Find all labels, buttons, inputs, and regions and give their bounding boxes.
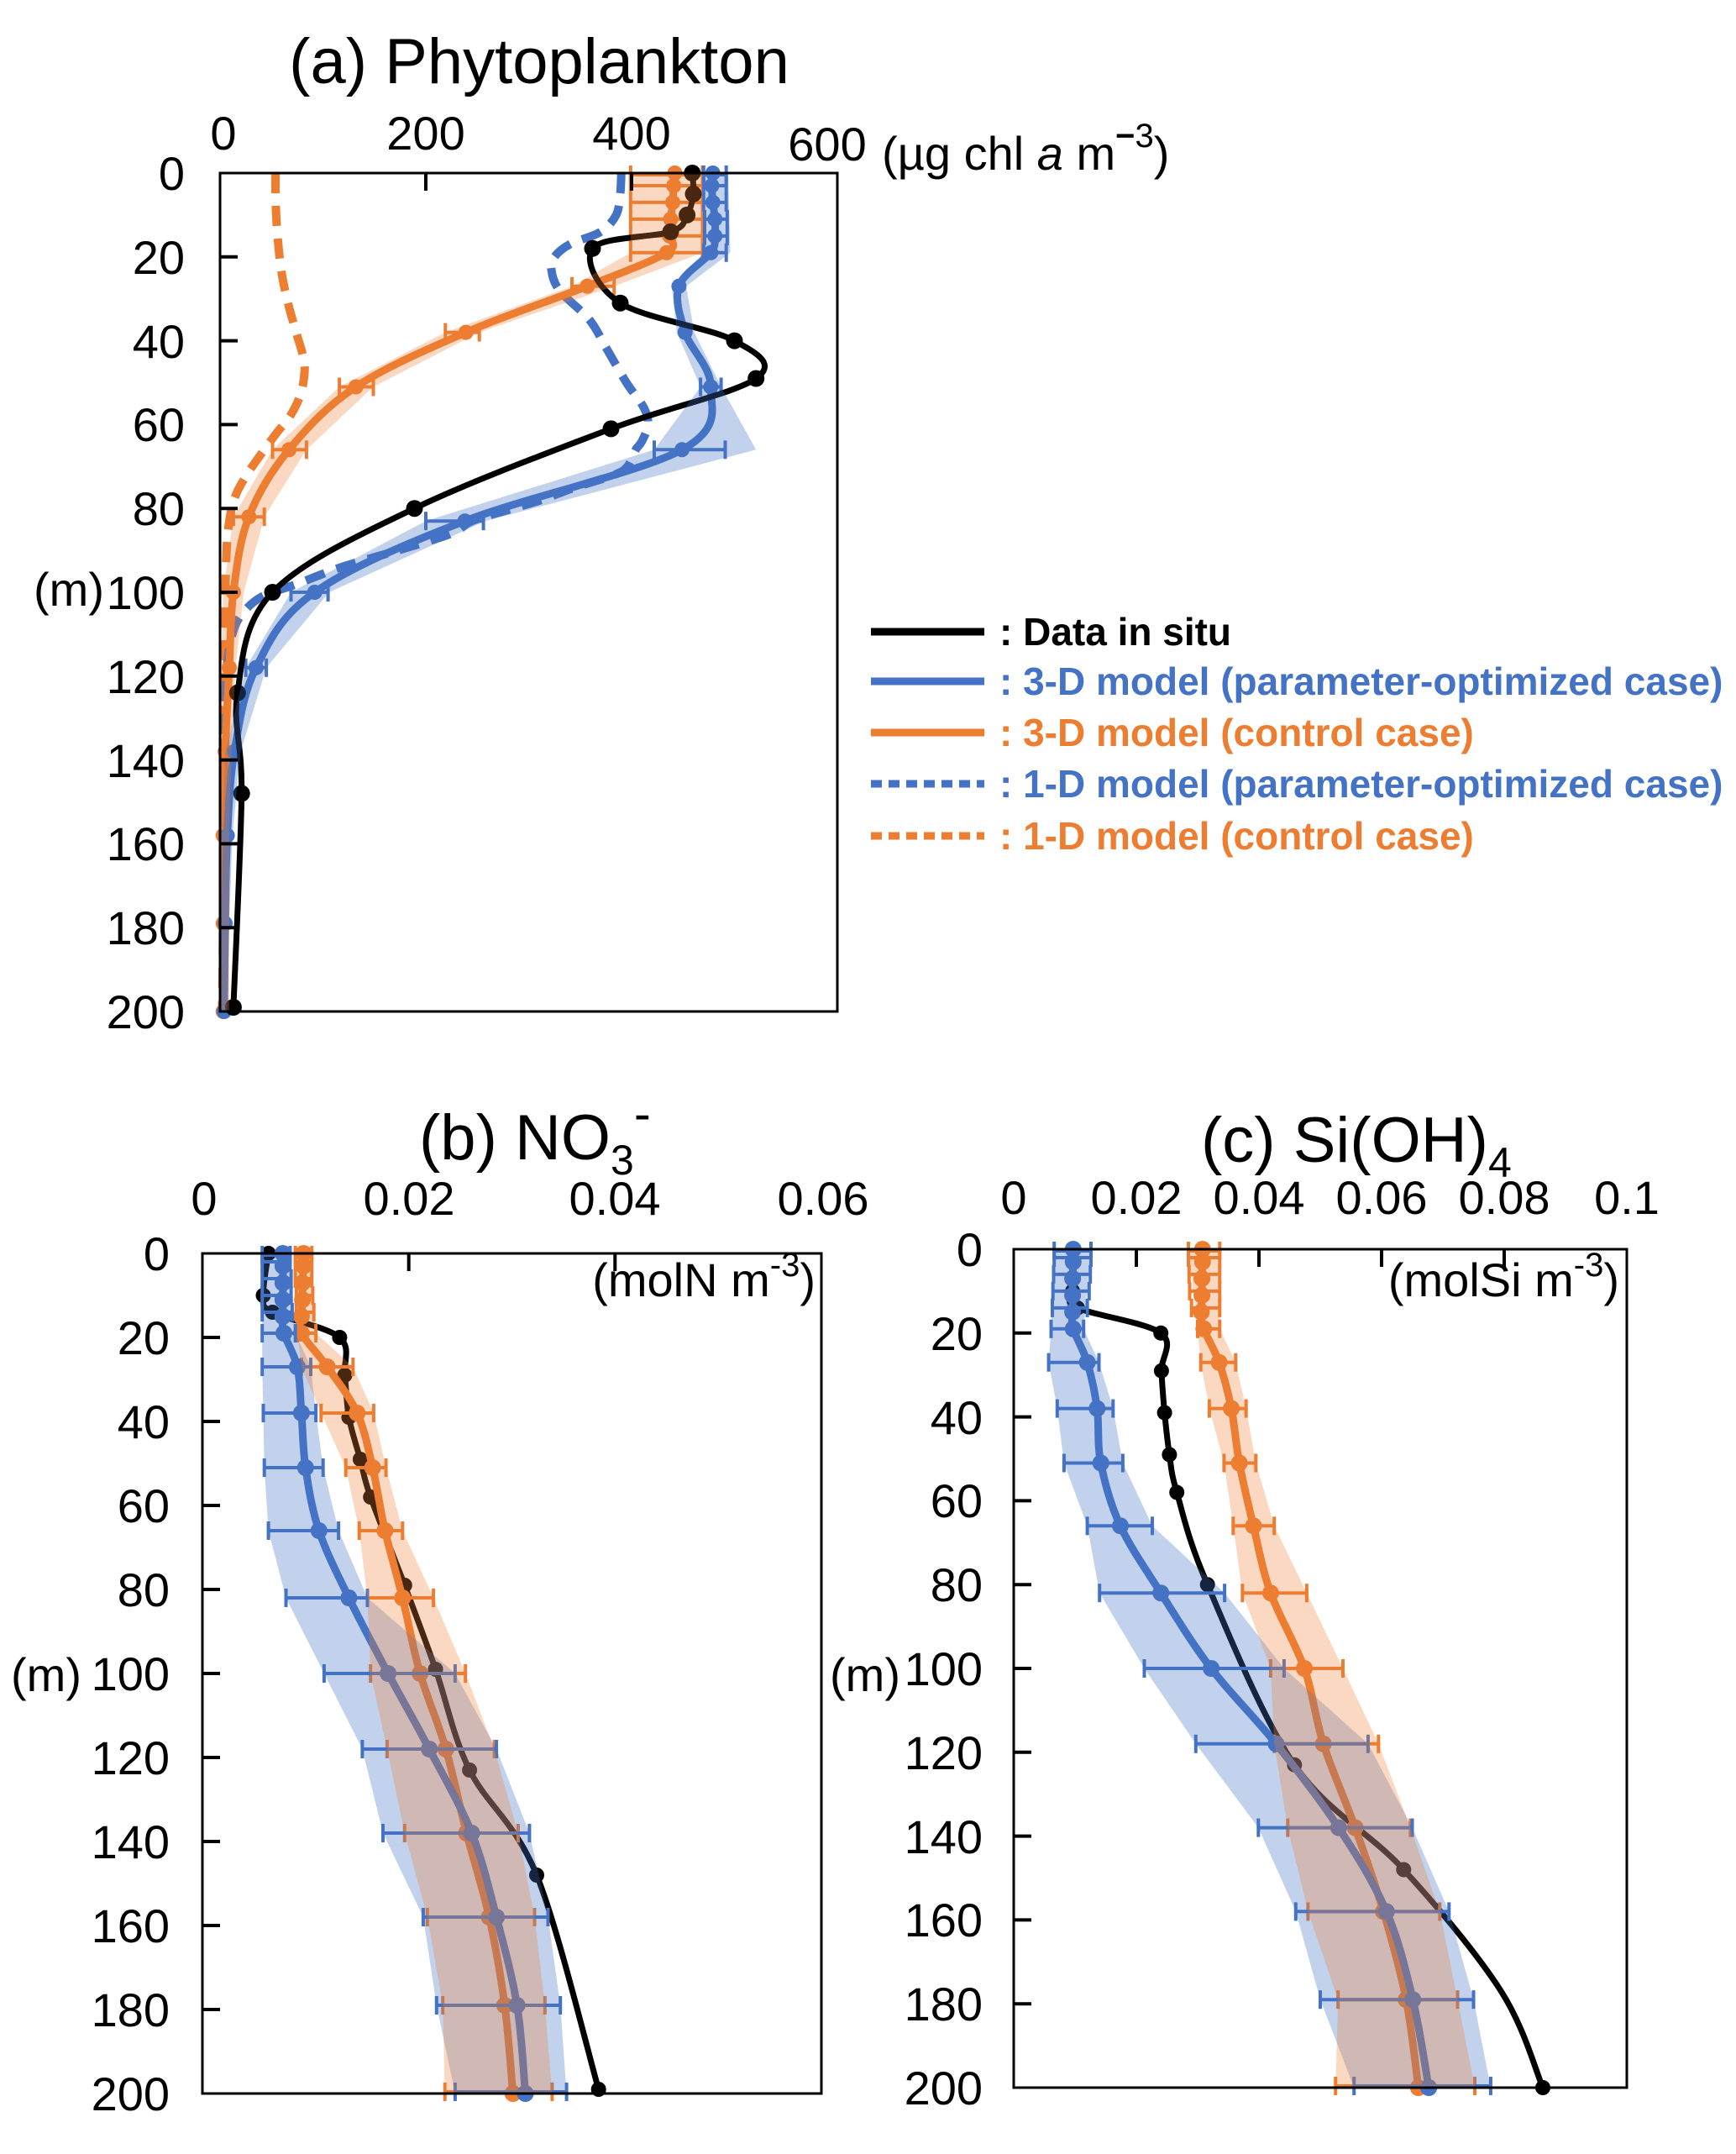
svg-text:0: 0: [1000, 1171, 1026, 1224]
svg-text:160: 160: [107, 817, 185, 870]
svg-text:80: 80: [118, 1563, 170, 1616]
svg-text:100: 100: [905, 1642, 983, 1695]
svg-text:40: 40: [931, 1391, 983, 1444]
svg-text:20: 20: [931, 1307, 983, 1360]
svg-text:140: 140: [905, 1810, 983, 1863]
svg-text:200: 200: [92, 2067, 170, 2120]
svg-text:100: 100: [92, 1647, 170, 1700]
svg-text:60: 60: [931, 1474, 983, 1527]
svg-text:(m): (m): [34, 563, 104, 616]
svg-text:120: 120: [92, 1731, 170, 1784]
svg-text:140: 140: [107, 734, 185, 787]
svg-text:0: 0: [159, 147, 185, 200]
svg-text:160: 160: [92, 1899, 170, 1952]
svg-text:180: 180: [905, 1978, 983, 2031]
svg-text:(a) Phytoplankton: (a) Phytoplankton: [289, 26, 789, 97]
svg-text:60: 60: [133, 398, 185, 451]
svg-text:400: 400: [592, 107, 670, 160]
svg-text:0: 0: [957, 1223, 983, 1276]
svg-text:0.06: 0.06: [778, 1172, 869, 1225]
svg-text:(m): (m): [11, 1648, 81, 1701]
svg-text:0.02: 0.02: [1091, 1171, 1183, 1224]
svg-text:40: 40: [133, 315, 185, 368]
svg-text:(m): (m): [830, 1648, 900, 1701]
svg-text:0: 0: [210, 107, 236, 160]
svg-text:(c) Si(OH)4: (c) Si(OH)4: [1201, 1105, 1512, 1186]
svg-text:0.04: 0.04: [569, 1172, 661, 1225]
svg-text:80: 80: [133, 482, 185, 535]
svg-text:120: 120: [107, 650, 185, 703]
svg-text:: 3-D model (control case): : 3-D model (control case): [999, 711, 1474, 754]
svg-text:0.08: 0.08: [1459, 1171, 1550, 1224]
svg-text:600: 600: [788, 118, 866, 171]
svg-text:: 3-D model (parameter-optimiz: : 3-D model (parameter-optimized case): [999, 659, 1723, 703]
svg-text:: Data in situ: : Data in situ: [999, 610, 1231, 654]
svg-text:0.1: 0.1: [1594, 1171, 1660, 1224]
svg-text:80: 80: [931, 1558, 983, 1611]
svg-text:40: 40: [118, 1395, 170, 1448]
svg-text:60: 60: [118, 1479, 170, 1532]
svg-text:100: 100: [107, 566, 185, 619]
svg-text:160: 160: [905, 1894, 983, 1946]
svg-text:200: 200: [905, 2062, 983, 2115]
svg-text:120: 120: [905, 1726, 983, 1779]
svg-text:0.04: 0.04: [1214, 1171, 1305, 1224]
svg-text:140: 140: [92, 1815, 170, 1868]
svg-text:0.02: 0.02: [364, 1172, 455, 1225]
svg-text:: 1-D model (control case): : 1-D model (control case): [999, 814, 1474, 858]
svg-text:200: 200: [107, 985, 185, 1038]
svg-text:200: 200: [386, 107, 464, 160]
svg-text:20: 20: [133, 231, 185, 284]
svg-text:(molN m-3): (molN m-3): [592, 1247, 816, 1306]
svg-text:180: 180: [107, 901, 185, 954]
svg-text:20: 20: [118, 1311, 170, 1364]
svg-text:0: 0: [191, 1172, 217, 1225]
svg-text:: 1-D model (parameter-optimiz: : 1-D model (parameter-optimized case): [999, 762, 1723, 806]
svg-text:0.06: 0.06: [1336, 1171, 1428, 1224]
svg-text:180: 180: [92, 1983, 170, 2036]
svg-text:0: 0: [144, 1227, 170, 1280]
